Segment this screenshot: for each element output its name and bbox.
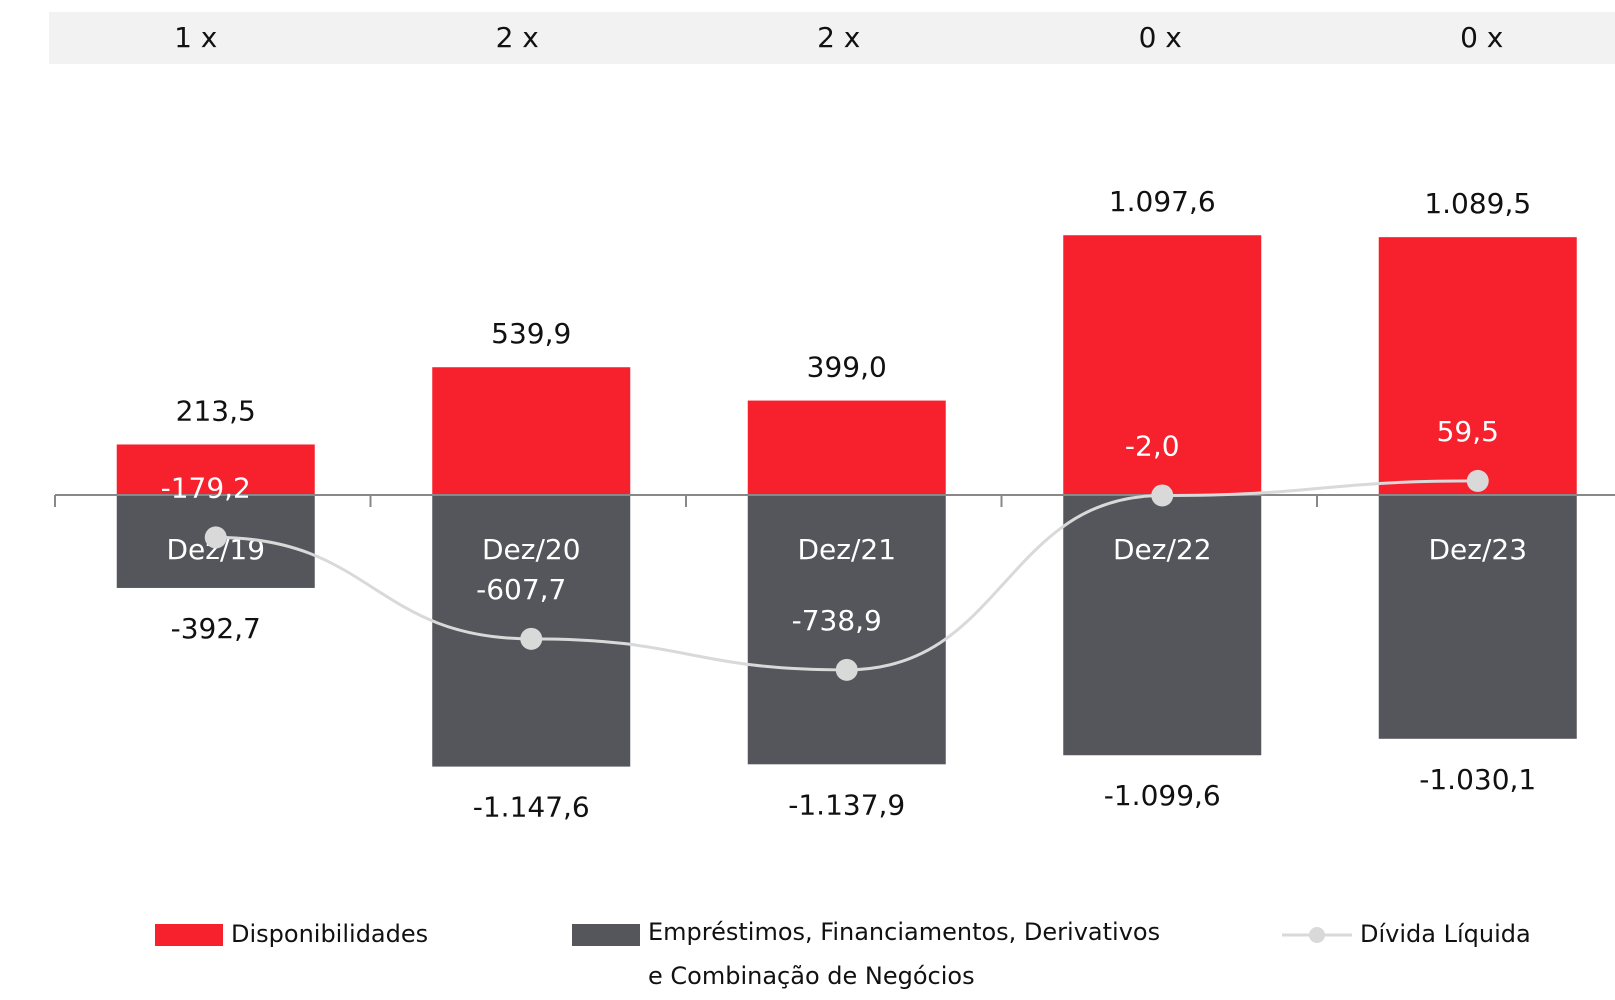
line-point	[204, 526, 227, 549]
line-value-label: 59,5	[1437, 415, 1499, 448]
multiple-label: 1 x	[174, 21, 217, 54]
legend-item: Empréstimos, Financiamentos, Derivativos…	[572, 918, 1168, 998]
line-value-label: -179,2	[161, 471, 251, 504]
value-label: 399,0	[807, 351, 887, 384]
value-label: -1.147,6	[473, 791, 590, 824]
legend-label: Dívida Líquida	[1360, 920, 1531, 948]
value-label: -1.137,9	[788, 788, 905, 821]
category-label: Dez/21	[797, 533, 896, 566]
legend-item: Disponibilidades	[155, 920, 428, 948]
line-point	[835, 658, 858, 681]
bar	[116, 444, 315, 495]
multiple-label: 0 x	[1139, 21, 1182, 54]
category-label: Dez/22	[1113, 533, 1212, 566]
legend-item: Dívida Líquida	[1282, 920, 1531, 950]
legend-swatch	[155, 924, 223, 946]
line-point	[520, 627, 543, 650]
legend-label: Empréstimos, Financiamentos, Derivativos…	[648, 918, 1161, 990]
line-value-label: -607,7	[476, 573, 566, 606]
value-label: -1.030,1	[1419, 763, 1536, 796]
line-value-label: -738,9	[792, 604, 882, 637]
value-label: -392,7	[171, 612, 261, 645]
value-label: 213,5	[176, 394, 256, 427]
category-label: Dez/23	[1428, 533, 1527, 566]
value-label: 1.097,6	[1109, 185, 1216, 218]
bar	[747, 495, 946, 765]
line-point	[1151, 484, 1174, 507]
bar	[432, 367, 631, 495]
value-label: 539,9	[491, 317, 571, 350]
multiples-band	[49, 12, 1615, 64]
line-point	[1466, 469, 1489, 492]
bar	[747, 400, 946, 495]
bar	[1063, 495, 1262, 756]
legend-label: Disponibilidades	[231, 920, 429, 948]
line-value-label: -2,0	[1125, 429, 1180, 462]
category-label: Dez/20	[482, 533, 581, 566]
value-label: -1.099,6	[1104, 779, 1221, 812]
multiple-label: 0 x	[1460, 21, 1503, 54]
multiple-label: 2 x	[496, 21, 539, 54]
bar	[1378, 495, 1577, 739]
multiple-label: 2 x	[817, 21, 860, 54]
bar	[1378, 237, 1577, 495]
legend-swatch	[572, 924, 640, 946]
bar	[1063, 235, 1262, 495]
value-label: 1.089,5	[1424, 187, 1531, 220]
legend-line	[1282, 927, 1352, 943]
